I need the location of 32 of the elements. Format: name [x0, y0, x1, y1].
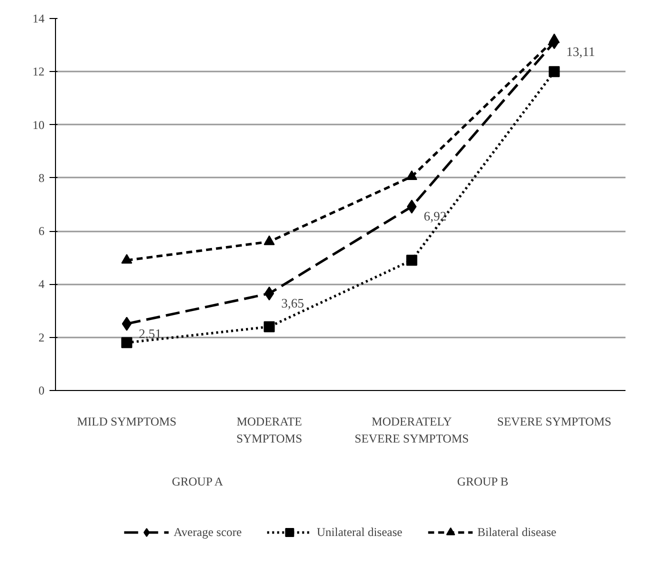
y-tick-label: 2 [38, 330, 44, 344]
legend-label: Average score [174, 524, 242, 540]
x-tick-label: MILD SYMPTOMS [77, 414, 176, 428]
y-tick-label: 8 [38, 170, 44, 185]
text: GROUP A [172, 474, 224, 488]
point [548, 33, 560, 44]
y-tick-label: 4 [38, 277, 44, 292]
x-tick-label: MODERATE SYMPTOMS [236, 414, 302, 446]
x-tick-label: SEVERE SYMPTOMS [497, 414, 612, 428]
data-label: 3,65 [281, 296, 304, 311]
legend-label: Unilateral disease [316, 524, 402, 540]
legend-label: Bilateral disease [477, 524, 556, 540]
y-tick-label: 6 [38, 224, 44, 238]
y-tick-label: 14 [32, 12, 44, 26]
y-tick-label: 10 [32, 118, 44, 132]
y-tick-label: 12 [32, 64, 44, 79]
point [122, 316, 132, 331]
point [406, 170, 418, 180]
point [121, 337, 132, 348]
point [264, 321, 275, 332]
point [548, 66, 560, 78]
point [121, 254, 132, 264]
y-tick-label: 0 [38, 384, 44, 398]
x-tick-label: MODERATELY SEVERE SYMPTOMS [354, 414, 469, 446]
data-label: 2,51 [138, 326, 162, 341]
point [406, 200, 417, 214]
point [406, 254, 418, 266]
data-label: 6,92 [424, 208, 446, 224]
point [264, 286, 274, 301]
text: GROUP B [457, 474, 508, 488]
point [264, 235, 275, 246]
data-label: 13,11 [566, 44, 596, 60]
